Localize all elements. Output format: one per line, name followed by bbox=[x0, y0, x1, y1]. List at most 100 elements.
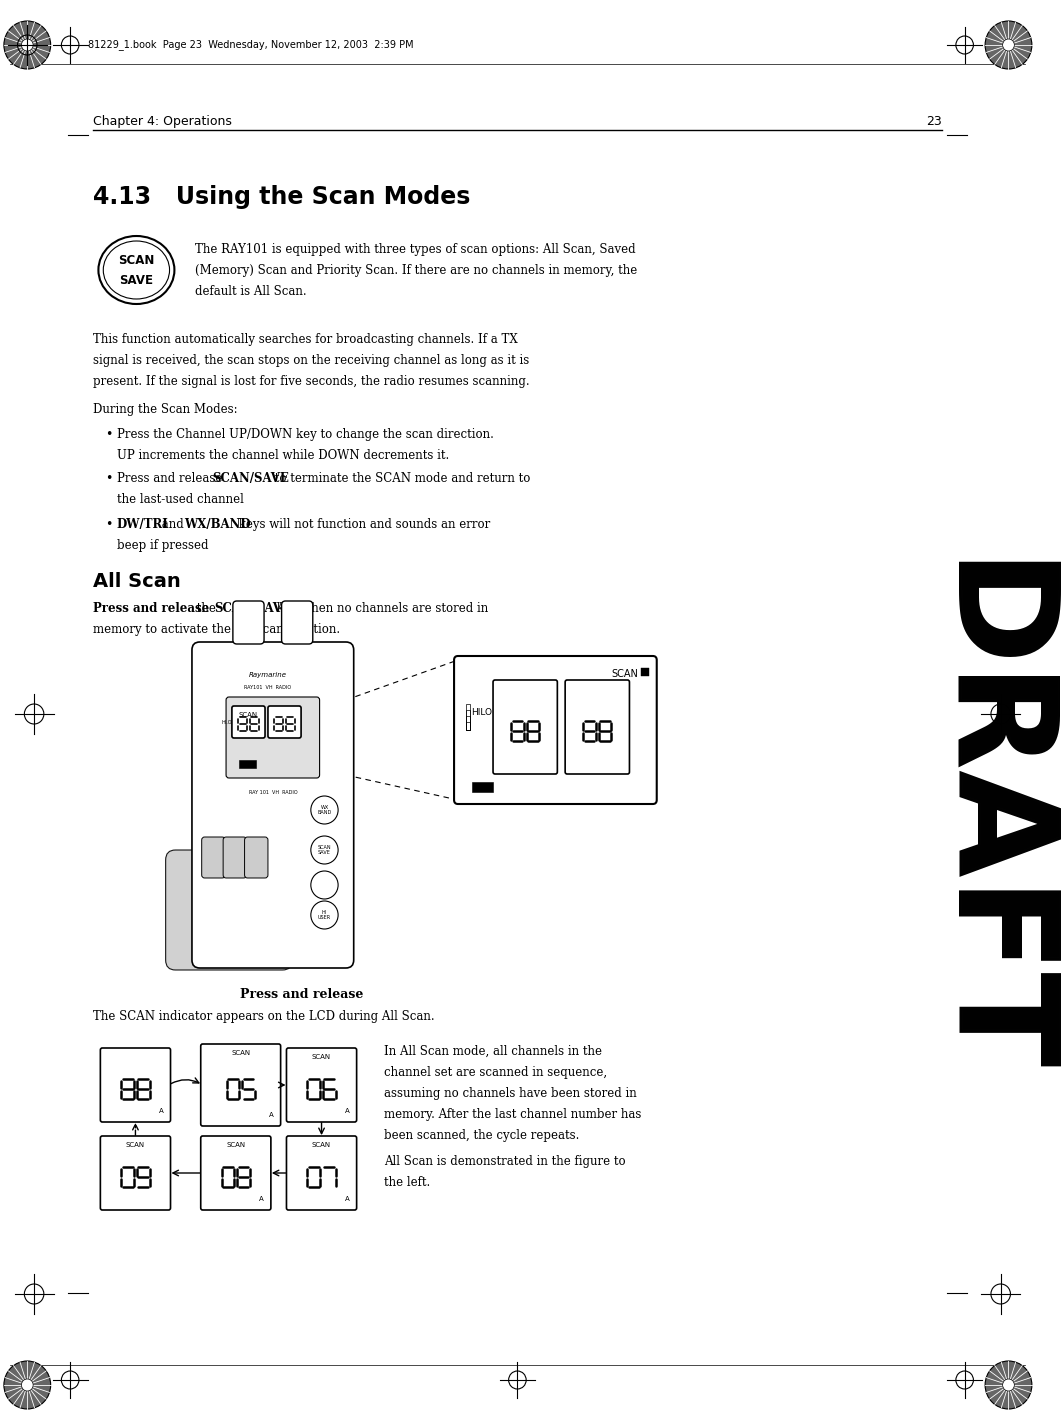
Text: Raymarine: Raymarine bbox=[249, 673, 287, 678]
Text: been scanned, the cycle repeats.: been scanned, the cycle repeats. bbox=[383, 1130, 579, 1142]
Text: keys will not function and sounds an error: keys will not function and sounds an err… bbox=[235, 518, 490, 531]
Text: SCAN: SCAN bbox=[126, 1142, 145, 1148]
Circle shape bbox=[311, 835, 338, 864]
FancyBboxPatch shape bbox=[493, 680, 558, 774]
Text: HI
USER: HI USER bbox=[318, 910, 331, 921]
Text: •: • bbox=[105, 473, 113, 486]
Text: SCAN: SCAN bbox=[239, 713, 258, 718]
Text: the left.: the left. bbox=[383, 1177, 430, 1190]
Bar bbox=[641, 668, 649, 675]
Text: HI.O: HI.O bbox=[221, 720, 232, 724]
Text: assuming no channels have been stored in: assuming no channels have been stored in bbox=[383, 1087, 636, 1100]
Text: Press the Channel UP/DOWN key to change the scan direction.: Press the Channel UP/DOWN key to change … bbox=[117, 428, 494, 441]
Text: memory. After the last channel number has: memory. After the last channel number ha… bbox=[383, 1108, 641, 1121]
Bar bbox=[466, 715, 469, 730]
Text: (Memory) Scan and Priority Scan. If there are no channels in memory, the: (Memory) Scan and Priority Scan. If ther… bbox=[195, 264, 637, 277]
Text: SCAN: SCAN bbox=[612, 668, 638, 678]
FancyBboxPatch shape bbox=[244, 837, 268, 878]
Text: the last-used channel: the last-used channel bbox=[117, 493, 244, 506]
FancyBboxPatch shape bbox=[281, 601, 313, 644]
Text: SCAN/SAVE: SCAN/SAVE bbox=[212, 473, 289, 486]
Text: present. If the signal is lost for five seconds, the radio resumes scanning.: present. If the signal is lost for five … bbox=[92, 376, 529, 388]
Text: SAVE: SAVE bbox=[119, 274, 153, 287]
FancyBboxPatch shape bbox=[287, 1137, 357, 1210]
Text: RAY101  VH  RADIO: RAY101 VH RADIO bbox=[243, 685, 291, 690]
Text: A: A bbox=[259, 1197, 264, 1202]
FancyBboxPatch shape bbox=[166, 850, 292, 970]
Bar bbox=[466, 723, 469, 730]
FancyBboxPatch shape bbox=[201, 1044, 280, 1127]
Text: signal is received, the scan stops on the receiving channel as long as it is: signal is received, the scan stops on th… bbox=[92, 354, 529, 367]
Bar bbox=[466, 710, 469, 730]
Text: key when no channels are stored in: key when no channels are stored in bbox=[273, 603, 489, 615]
Text: WX
BAND: WX BAND bbox=[318, 804, 331, 815]
Text: SCAN: SCAN bbox=[312, 1054, 331, 1060]
FancyBboxPatch shape bbox=[287, 1048, 357, 1122]
Text: This function automatically searches for broadcasting channels. If a TX: This function automatically searches for… bbox=[92, 333, 517, 346]
Bar bbox=[472, 783, 493, 793]
Text: Press and release: Press and release bbox=[117, 473, 226, 486]
Circle shape bbox=[311, 901, 338, 930]
Circle shape bbox=[986, 21, 1032, 69]
Text: RAY 101  VH  RADIO: RAY 101 VH RADIO bbox=[249, 790, 297, 795]
FancyBboxPatch shape bbox=[192, 643, 354, 968]
Text: SCAN: SCAN bbox=[226, 1142, 245, 1148]
Text: DRAFT: DRAFT bbox=[917, 560, 1051, 1080]
FancyBboxPatch shape bbox=[201, 1137, 271, 1210]
Text: WX/BAND: WX/BAND bbox=[184, 518, 251, 531]
Text: All Scan is demonstrated in the figure to: All Scan is demonstrated in the figure t… bbox=[383, 1155, 626, 1168]
Text: and: and bbox=[158, 518, 187, 531]
Text: •: • bbox=[105, 518, 113, 531]
Text: memory to activate the All Scan function.: memory to activate the All Scan function… bbox=[92, 623, 340, 635]
Text: All Scan: All Scan bbox=[92, 573, 181, 591]
Circle shape bbox=[1003, 39, 1014, 51]
Text: SCAN/SAVE: SCAN/SAVE bbox=[215, 603, 291, 615]
Circle shape bbox=[4, 21, 51, 69]
Text: beep if pressed: beep if pressed bbox=[117, 538, 208, 553]
Circle shape bbox=[21, 1379, 33, 1391]
FancyBboxPatch shape bbox=[455, 655, 656, 804]
FancyBboxPatch shape bbox=[232, 705, 266, 738]
Text: UP increments the channel while DOWN decrements it.: UP increments the channel while DOWN dec… bbox=[117, 448, 449, 463]
Circle shape bbox=[311, 795, 338, 824]
Circle shape bbox=[21, 39, 33, 51]
FancyBboxPatch shape bbox=[565, 680, 630, 774]
Text: channel set are scanned in sequence,: channel set are scanned in sequence, bbox=[383, 1065, 607, 1080]
Text: 81229_1.book  Page 23  Wednesday, November 12, 2003  2:39 PM: 81229_1.book Page 23 Wednesday, November… bbox=[88, 40, 413, 50]
Text: the: the bbox=[193, 603, 220, 615]
Text: The RAY101 is equipped with three types of scan options: All Scan, Saved: The RAY101 is equipped with three types … bbox=[195, 243, 635, 256]
Bar bbox=[239, 760, 256, 768]
Text: default is All Scan.: default is All Scan. bbox=[195, 286, 307, 298]
Text: SCAN: SCAN bbox=[118, 254, 155, 267]
Text: SCAN: SCAN bbox=[232, 1050, 251, 1055]
Circle shape bbox=[1003, 1379, 1014, 1391]
Circle shape bbox=[311, 871, 338, 900]
Text: Press and release: Press and release bbox=[92, 603, 209, 615]
Text: A: A bbox=[345, 1197, 349, 1202]
FancyBboxPatch shape bbox=[101, 1137, 171, 1210]
Text: Press and release: Press and release bbox=[240, 988, 364, 1001]
Text: A: A bbox=[345, 1108, 349, 1114]
Text: SCAN
SAVE: SCAN SAVE bbox=[318, 844, 331, 855]
Text: In All Scan mode, all channels in the: In All Scan mode, all channels in the bbox=[383, 1045, 602, 1058]
Circle shape bbox=[4, 1361, 51, 1409]
Text: to terminate the SCAN mode and return to: to terminate the SCAN mode and return to bbox=[271, 473, 530, 486]
FancyBboxPatch shape bbox=[101, 1048, 171, 1122]
Text: A: A bbox=[159, 1108, 164, 1114]
FancyBboxPatch shape bbox=[223, 837, 246, 878]
FancyBboxPatch shape bbox=[233, 601, 264, 644]
Text: 23: 23 bbox=[926, 116, 942, 129]
Text: During the Scan Modes:: During the Scan Modes: bbox=[92, 403, 237, 416]
Text: SCAN: SCAN bbox=[312, 1142, 331, 1148]
Text: •: • bbox=[105, 428, 113, 441]
FancyBboxPatch shape bbox=[268, 705, 302, 738]
Bar bbox=[466, 704, 469, 730]
Text: Chapter 4: Operations: Chapter 4: Operations bbox=[92, 116, 232, 129]
FancyBboxPatch shape bbox=[202, 837, 225, 878]
FancyBboxPatch shape bbox=[226, 697, 320, 778]
Text: A: A bbox=[269, 1112, 274, 1118]
Text: The SCAN indicator appears on the LCD during All Scan.: The SCAN indicator appears on the LCD du… bbox=[92, 1010, 434, 1022]
Circle shape bbox=[986, 1361, 1032, 1409]
Text: DW/TRI: DW/TRI bbox=[117, 518, 169, 531]
Text: HILO: HILO bbox=[472, 707, 493, 717]
